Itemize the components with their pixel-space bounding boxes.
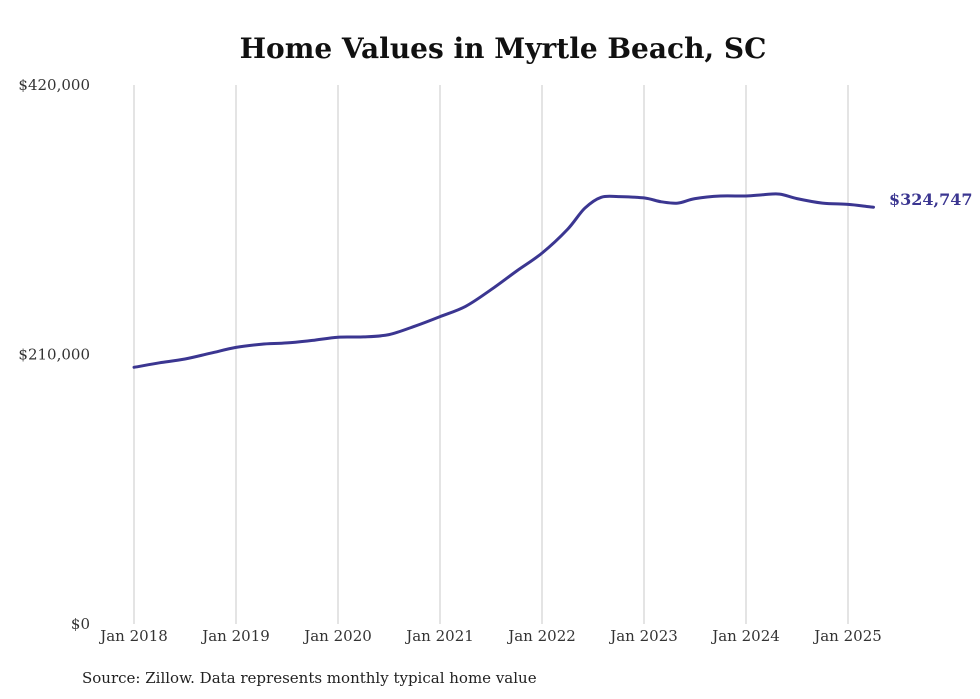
x-tick-label: Jan 2022: [506, 627, 576, 645]
grid: [133, 85, 849, 624]
source-note: Source: Zillow. Data represents monthly …: [82, 669, 537, 687]
x-tick-label: Jan 2025: [812, 627, 882, 645]
series-line: [132, 192, 875, 369]
x-tick-label: Jan 2023: [608, 627, 678, 645]
x-tick-label: Jan 2021: [404, 627, 474, 645]
y-tick-label: $0: [71, 615, 90, 633]
y-tick-label: $420,000: [18, 76, 90, 94]
y-tick-label: $210,000: [18, 346, 90, 364]
chart-title: Home Values in Myrtle Beach, SC: [240, 32, 767, 65]
x-tick-label: Jan 2024: [710, 627, 780, 645]
x-tick-label: Jan 2020: [302, 627, 372, 645]
x-axis: Jan 2018 Jan 2019 Jan 2020 Jan 2021 Jan 2022…: [98, 627, 882, 645]
x-tick-label: Jan 2019: [200, 627, 270, 645]
y-axis: $0 $210,000 $420,000: [18, 76, 90, 633]
end-value-label: $324,747: [889, 190, 973, 209]
x-tick-label: Jan 2018: [98, 627, 168, 645]
